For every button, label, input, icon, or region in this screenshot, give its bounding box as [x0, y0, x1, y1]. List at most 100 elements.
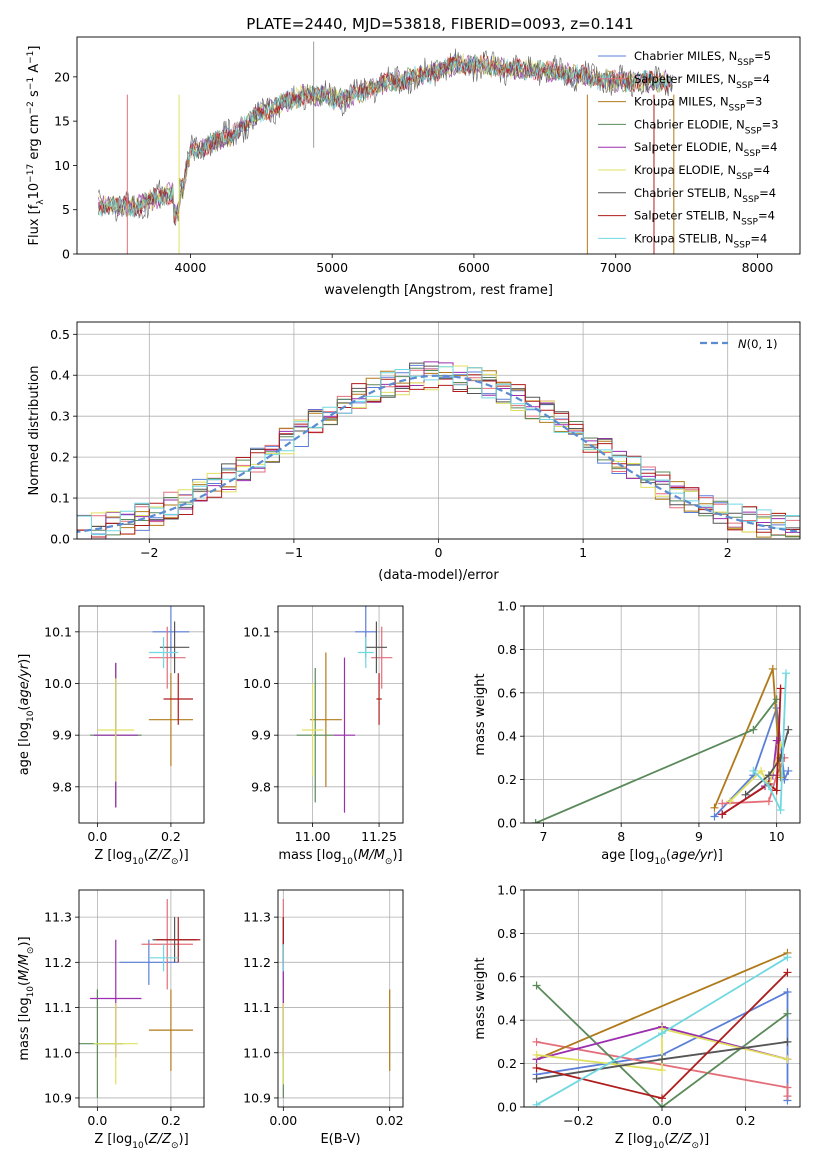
- y-tick-label: 11.0: [243, 1045, 271, 1060]
- mass-weight-point: [764, 782, 773, 791]
- x-tick-label: 11.00: [295, 829, 331, 844]
- y-tick-label: 0.2: [497, 1056, 517, 1071]
- y-tick-label: 0: [62, 247, 70, 262]
- y-tick-label: 9.9: [251, 728, 271, 743]
- x-tick-label: 0.2: [161, 829, 181, 844]
- mass-weight-series: [752, 673, 787, 811]
- massweight-vs-metallicity-panel: −0.2 0.0 0.2 0.0 0.2 0.4 0.6 0.8 1.0 Z [log10(Z/Z…: [473, 883, 801, 1151]
- mass-weight-point: [783, 1055, 792, 1064]
- x-tick-label: 0.0: [87, 1113, 107, 1128]
- y-tick-label: 15: [54, 114, 70, 129]
- mass-weight-point: [757, 766, 766, 775]
- y-tick-label: 10.9: [243, 1090, 271, 1105]
- mass-weight-point: [531, 819, 540, 823]
- y-tick-label: 11.3: [243, 910, 271, 925]
- x-tick-label: −2: [140, 545, 158, 560]
- mass-vs-metallicity-panel: 0.0 0.2 10.9 11.0 11.1 11.2 11.3 Z [log10(Z/Z⊙)…: [17, 889, 205, 1151]
- y-tick-label: 10.1: [44, 624, 72, 639]
- mass-weight-point: [776, 805, 785, 814]
- y-tick-label: 0.3: [50, 409, 70, 424]
- spectrum-model-line: [98, 48, 673, 226]
- legend-entry: Chabrier ELODIE, NSSP=3: [634, 117, 779, 136]
- mass-weight-point: [658, 1066, 666, 1075]
- legend-entry: N(0, 1): [738, 337, 778, 351]
- axes-frame: [76, 321, 801, 540]
- y-tick-label: 10.0: [44, 676, 72, 691]
- x-tick-label: 0.0: [87, 829, 107, 844]
- mass-weight-point: [782, 669, 791, 678]
- mass-weight-lines: [532, 948, 792, 1107]
- y-axis-label: Flux [fλ10−17 erg cm−2 s−1 A−1]: [26, 46, 46, 246]
- x-tick-label: 0: [435, 545, 443, 560]
- y-tick-label: 0.8: [497, 926, 517, 941]
- y-tick-label: 1.0: [497, 883, 517, 898]
- y-tick-label: 11.2: [243, 955, 271, 970]
- y-tick-label: 0.0: [50, 532, 70, 547]
- y-axis-label: Normed distribution: [27, 366, 42, 496]
- normal-curve: [77, 374, 800, 533]
- errorbar-group: [90, 606, 193, 808]
- mass-weight-point: [764, 797, 773, 806]
- y-axis-label: age [log10(age/yr)]: [17, 654, 36, 776]
- x-tick-label: 10: [769, 829, 785, 844]
- axes-frame: [78, 605, 205, 824]
- y-tick-label: 0.0: [497, 1100, 517, 1115]
- mass-weight-point: [710, 812, 719, 821]
- y-tick-label: 0.4: [497, 729, 517, 744]
- mass-weight-point: [772, 786, 781, 795]
- y-tick-label: 0.4: [50, 368, 70, 383]
- mass-weight-point: [658, 1029, 666, 1038]
- x-axis-label: mass [log10(M/M⊙)]: [278, 848, 402, 867]
- x-tick-label: 8: [617, 829, 625, 844]
- axes-frame: [78, 889, 205, 1108]
- y-tick-label: 11.3: [44, 910, 72, 925]
- mass-weight-point: [784, 766, 793, 775]
- mass-weight-series: [535, 984, 789, 1107]
- y-tick-label: 10: [54, 158, 70, 173]
- mass-weight-point: [783, 987, 792, 996]
- x-tick-label: 0.02: [376, 1113, 404, 1128]
- legend-entry: Kroupa ELODIE, NSSP=4: [634, 163, 770, 182]
- spectrum-model-line: [98, 55, 673, 219]
- y-tick-label: 0.2: [497, 772, 517, 787]
- x-tick-label: 0.0: [652, 1113, 672, 1128]
- residual-histogram-panel: −2 −1 0 1 2 0.0 0.1 0.2 0.3 0.4 0.5 (data-model)/er…: [27, 321, 801, 583]
- spectrum-lines: [98, 41, 675, 254]
- y-axis-label: mass weight: [473, 957, 488, 1039]
- mass-weight-series: [536, 990, 789, 1101]
- mass-weight-point: [532, 981, 541, 990]
- x-tick-label: 7: [539, 829, 547, 844]
- y-tick-label: 0.1: [50, 491, 70, 506]
- y-tick-label: 0.5: [50, 327, 70, 342]
- mass-weight-point: [532, 1037, 541, 1046]
- mass-weight-point: [658, 1094, 666, 1103]
- y-tick-label: 0.8: [497, 642, 517, 657]
- y-tick-label: 11.0: [44, 1045, 72, 1060]
- mass-weight-series: [536, 1027, 788, 1072]
- x-axis-label: Z [log10(Z/Z⊙)]: [94, 1132, 188, 1151]
- x-tick-label: −1: [285, 545, 303, 560]
- axes-frame: [523, 889, 801, 1108]
- x-tick-label: 8000: [742, 260, 774, 275]
- age-vs-mass-panel: 11.00 11.25 9.8 9.9 10.0 10.1 mass [log10(M/M⊙…: [243, 605, 404, 867]
- mass-weight-series: [535, 698, 778, 823]
- histogram-series: [77, 374, 800, 538]
- mass-weight-point: [784, 725, 793, 734]
- x-axis-label: Z [log10(Z/Z⊙)]: [615, 1132, 709, 1151]
- y-tick-label: 11.2: [44, 955, 72, 970]
- massweight-vs-age-panel: 7 8 9 10 0.0 0.2 0.4 0.6 0.8 1.0 age [log10(age/yr…: [473, 599, 801, 867]
- y-tick-label: 0.0: [497, 816, 517, 831]
- y-tick-label: 5: [62, 202, 70, 217]
- x-tick-label: 5000: [316, 260, 348, 275]
- mass-weight-point: [532, 1074, 541, 1083]
- x-tick-label: 0.2: [736, 1113, 756, 1128]
- errorbar-group: [296, 606, 393, 813]
- mass-weight-point: [749, 766, 758, 775]
- mass-weight-point: [532, 1063, 541, 1072]
- legend-entry: Kroupa STELIB, NSSP=4: [634, 231, 767, 250]
- mass-weight-point: [776, 684, 785, 693]
- x-tick-label: 7000: [600, 260, 632, 275]
- mass-weight-lines: [531, 664, 793, 823]
- mass-weight-point: [718, 799, 727, 808]
